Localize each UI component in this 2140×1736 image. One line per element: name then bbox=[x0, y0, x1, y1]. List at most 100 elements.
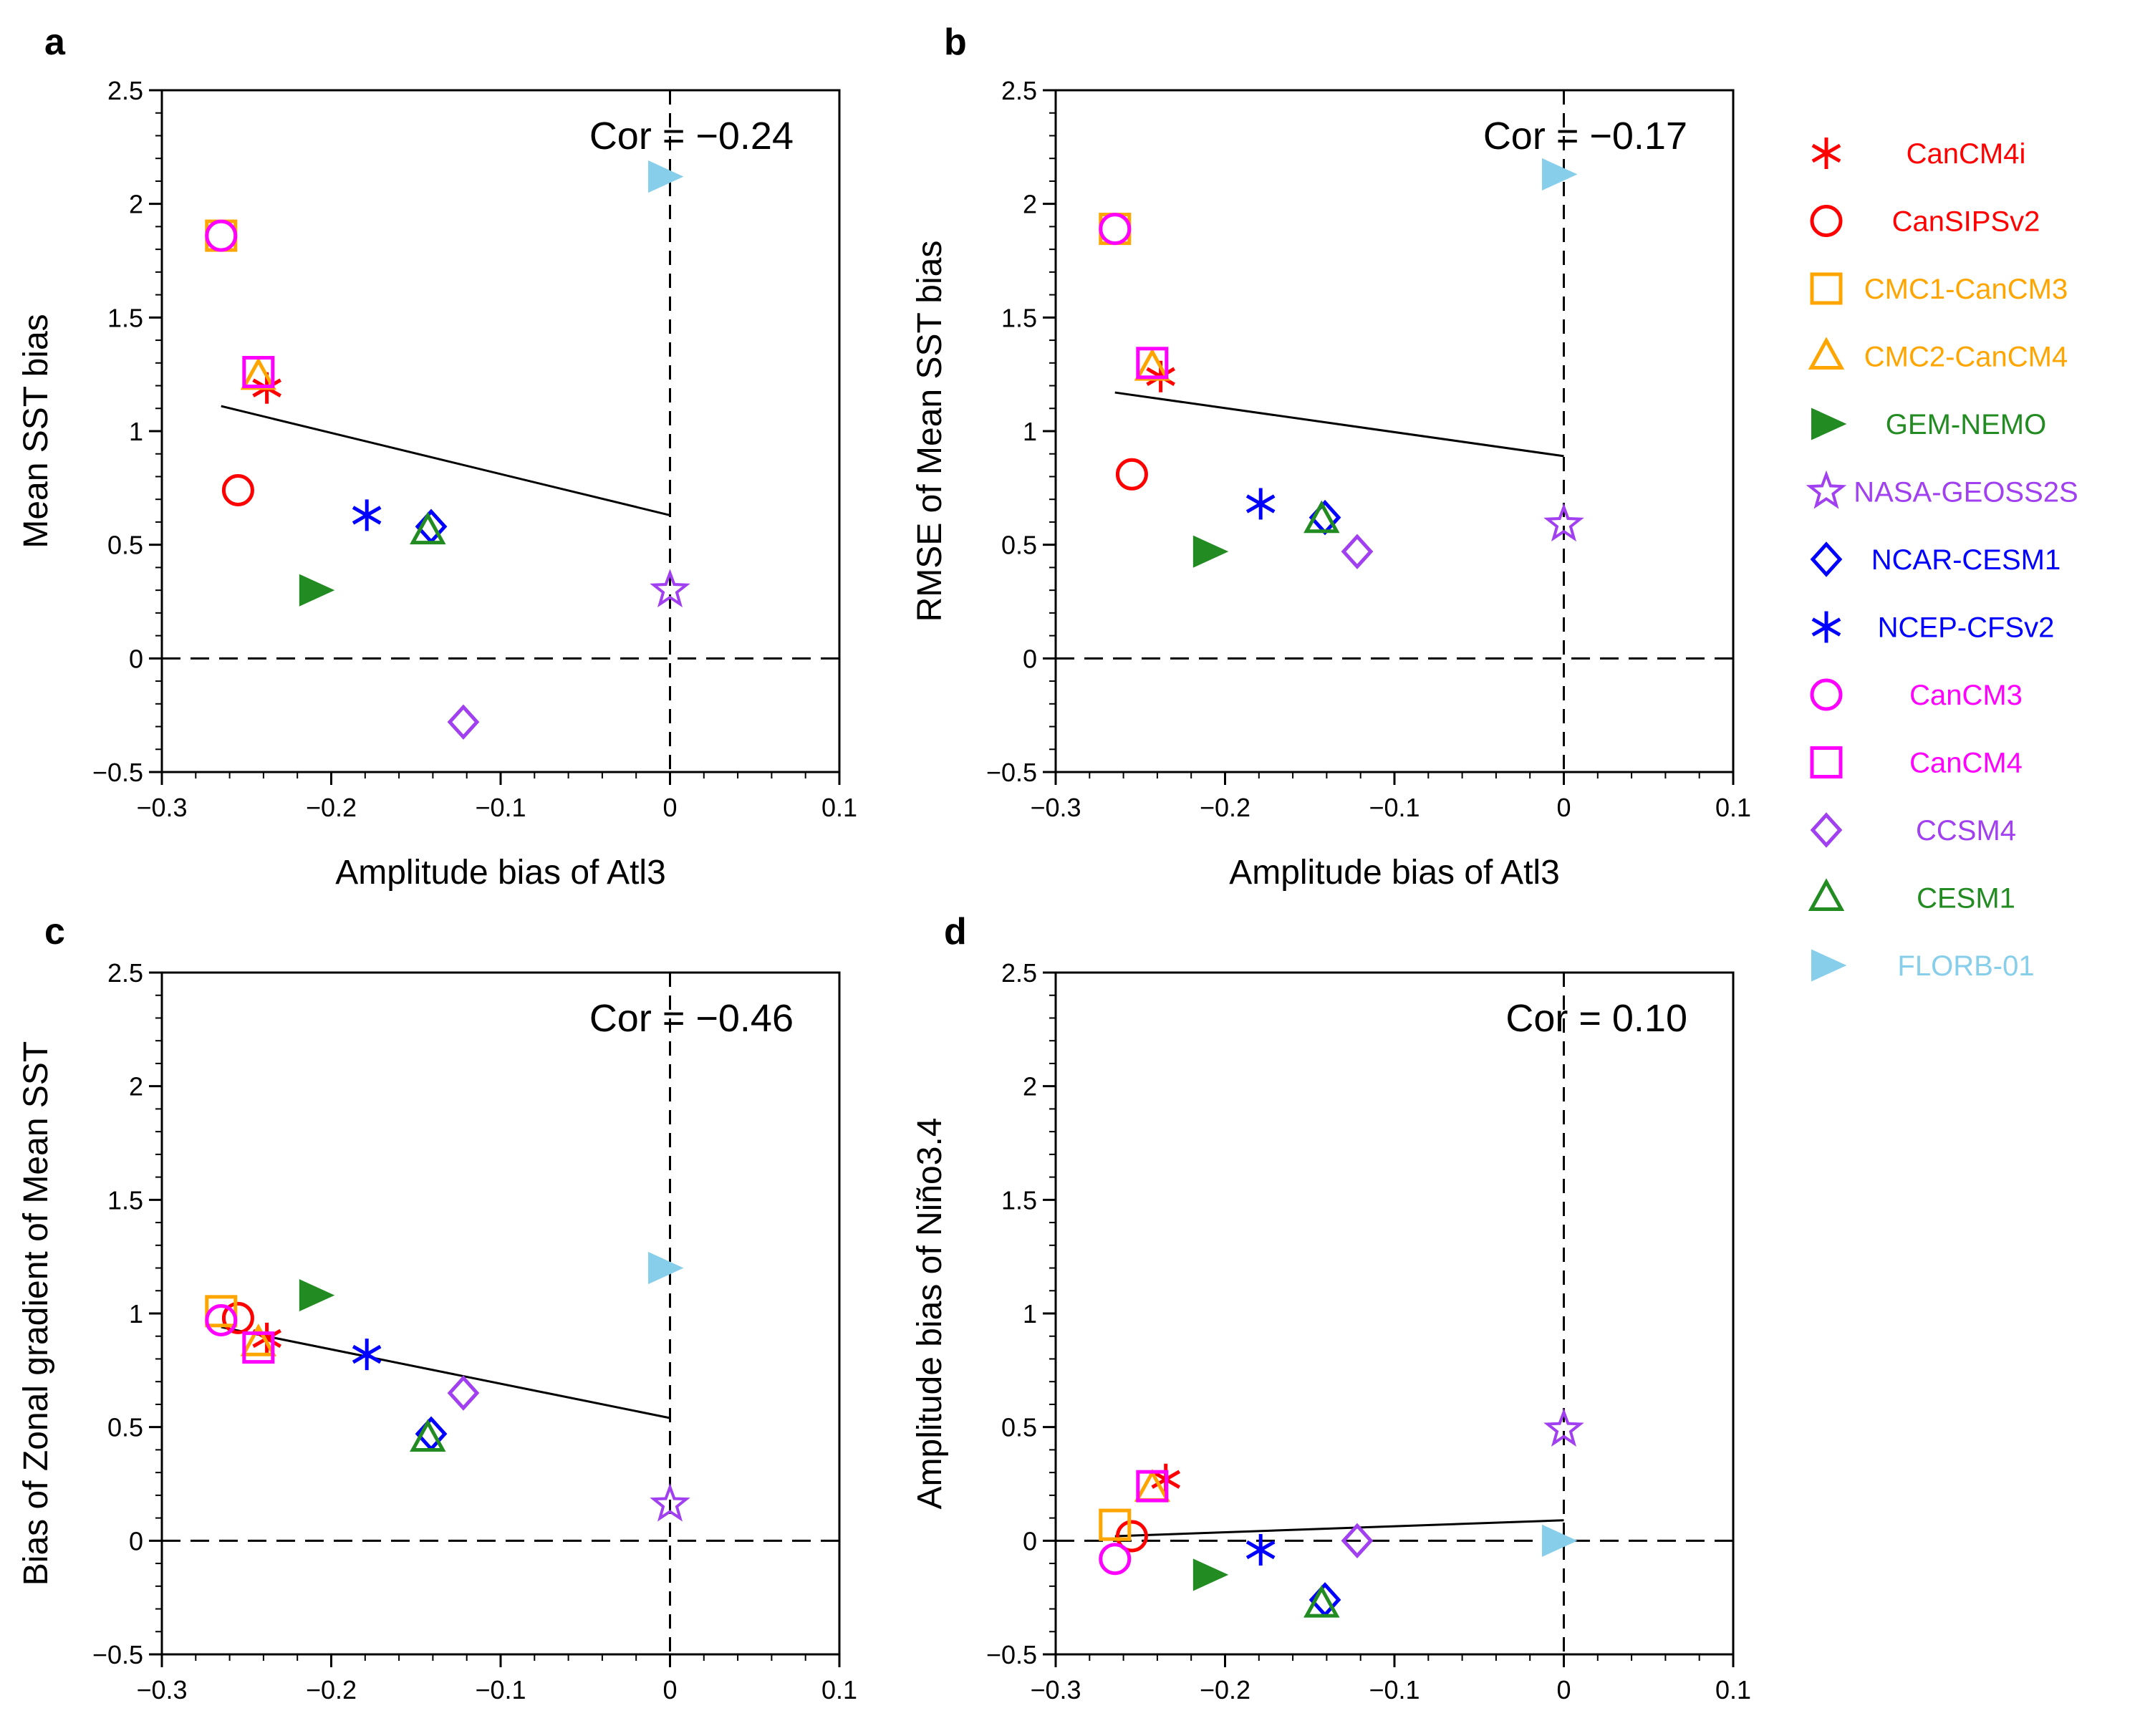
legend-marker-cancm4i bbox=[1811, 138, 1841, 169]
panel-c-x-tick-label: −0.2 bbox=[306, 1675, 357, 1704]
panel-b-y-tick-label: 2 bbox=[1023, 190, 1037, 219]
panel-c-point-ccsm4 bbox=[447, 1375, 480, 1411]
panel-b-point-cansipsv2 bbox=[1115, 458, 1148, 491]
panel-d-y-tick-label: 0 bbox=[1023, 1526, 1037, 1556]
panel-b-x-tick-label: 0 bbox=[1556, 793, 1571, 822]
panel-c-x-tick-label: −0.1 bbox=[475, 1675, 526, 1704]
panel-b-y-axis-label: RMSE of Mean SST bias bbox=[911, 241, 949, 622]
panel-d-point-cansipsv2 bbox=[1115, 1520, 1148, 1553]
panel-b-y-tick-label: 0.5 bbox=[1001, 531, 1037, 560]
panel-b-point-florb-01 bbox=[1542, 158, 1578, 191]
panel-c-point-ncep-cfsv2 bbox=[352, 1339, 382, 1371]
panel-a-y-tick-label: 1.5 bbox=[107, 303, 143, 332]
panel-c-point-gem-nemo bbox=[299, 1279, 335, 1312]
panel-c-x-tick-label: 0 bbox=[662, 1675, 677, 1704]
panel-a-y-tick-label: 2.5 bbox=[107, 76, 143, 105]
panel-a-point-florb-01 bbox=[648, 160, 684, 193]
legend-label-florb-01: FLORB-01 bbox=[1897, 950, 2034, 982]
panel-c-point-cancm3 bbox=[205, 1304, 238, 1337]
panel-c-x-tick-label: −0.3 bbox=[136, 1675, 187, 1704]
panel-b-y-tick-label: 1 bbox=[1023, 417, 1037, 446]
panel-c: −0.3 −0.2 −0.1 0 0.1 −0.5 0 0.5 1 1.5 2 2.5 Bias of … bbox=[17, 958, 857, 1704]
panel-a-point-gem-nemo bbox=[299, 574, 335, 607]
panel-b-point-cancm4 bbox=[1136, 347, 1169, 380]
panel-c-y-tick-label: 1 bbox=[129, 1299, 143, 1328]
panel-d-plot-frame bbox=[1054, 971, 1735, 1656]
legend-marker-ncep-cfsv2 bbox=[1811, 611, 1841, 643]
panel-d-y-tick-label: −0.5 bbox=[986, 1640, 1037, 1669]
panel-a-y-tick-label: 1 bbox=[129, 417, 143, 446]
panel-d-x-tick-label: −0.2 bbox=[1200, 1675, 1250, 1704]
panel-a-y-axis-label: Mean SST bias bbox=[17, 314, 55, 548]
panel-a-x-tick-label: −0.1 bbox=[475, 793, 526, 822]
panel-b-cor-annotation: Cor = −0.17 bbox=[1483, 115, 1687, 158]
legend-marker-ncar-cesm1 bbox=[1810, 541, 1843, 577]
panel-c-cor-annotation: Cor = −0.46 bbox=[589, 997, 794, 1040]
panel-a-x-tick-label: 0 bbox=[662, 793, 677, 822]
legend-label-cancm4: CanCM4 bbox=[1909, 748, 2023, 779]
panel-b-point-cesm1 bbox=[1303, 500, 1340, 534]
panel-d-point-florb-01 bbox=[1542, 1524, 1578, 1557]
panel-b-x-tick-label: −0.1 bbox=[1369, 793, 1420, 822]
legend-label-cancm4i: CanCM4i bbox=[1907, 138, 2026, 170]
panel-d-y-tick-label: 2.5 bbox=[1001, 958, 1037, 988]
panel-b-point-cancm3 bbox=[1099, 213, 1132, 246]
panel-b-y-tick-label: 1.5 bbox=[1001, 303, 1037, 332]
panel-d-point-ncep-cfsv2 bbox=[1245, 1534, 1276, 1566]
panel-b: −0.3 −0.2 −0.1 0 0.1 −0.5 0 0.5 1 1.5 2 2.5 Amplitud… bbox=[911, 76, 1751, 892]
panel-letter-d: d bbox=[944, 911, 967, 953]
panel-c-point-florb-01 bbox=[648, 1251, 684, 1285]
legend-label-cancm3: CanCM3 bbox=[1909, 680, 2023, 711]
legend-label-cesm1: CESM1 bbox=[1917, 883, 2015, 915]
legend-label-ncar-cesm1: NCAR-CESM1 bbox=[1871, 544, 2061, 576]
panel-c-point-cansipsv2 bbox=[221, 1301, 254, 1334]
legend-marker-cesm1 bbox=[1808, 878, 1845, 911]
panel-c-point-nasa-geoss2s bbox=[650, 1482, 690, 1522]
panel-a-regression-line bbox=[221, 405, 670, 516]
panel-d-point-cmc1-cancm3 bbox=[1099, 1508, 1132, 1541]
panel-d: −0.3 −0.2 −0.1 0 0.1 −0.5 0 0.5 1 1.5 2 2.5 Amplitud… bbox=[911, 958, 1751, 1704]
legend-label-cmc2-cancm4: CMC2-CanCM4 bbox=[1864, 342, 2068, 373]
panel-b-x-tick-label: −0.2 bbox=[1200, 793, 1250, 822]
panel-a-x-axis-label: Amplitude bias of Atl3 bbox=[335, 854, 666, 892]
legend-label-cansipsv2: CanSIPSv2 bbox=[1892, 206, 2040, 238]
panel-d-y-tick-label: 1.5 bbox=[1001, 1185, 1037, 1215]
panel-a-x-tick-label: 0.1 bbox=[821, 793, 857, 822]
panel-c-regression-line bbox=[221, 1326, 670, 1419]
panel-a-y-tick-label: 2 bbox=[129, 190, 143, 219]
panel-c-point-cancm4 bbox=[242, 1331, 275, 1364]
legend-label-cmc1-cancm3: CMC1-CanCM3 bbox=[1864, 274, 2068, 305]
panel-d-x-tick-label: −0.1 bbox=[1369, 1675, 1420, 1704]
panel-a-y-tick-label: 0.5 bbox=[107, 531, 143, 560]
panel-d-x-tick-label: 0 bbox=[1556, 1675, 1571, 1704]
panel-b-regression-line bbox=[1114, 391, 1564, 458]
panel-c-point-cmc2-cancm4 bbox=[240, 1323, 277, 1356]
panel-b-y-tick-label: 2.5 bbox=[1001, 76, 1037, 105]
panel-d-x-tick-label: 0.1 bbox=[1715, 1675, 1751, 1704]
panel-letter-a: a bbox=[44, 21, 66, 63]
panel-a-point-cancm4 bbox=[242, 355, 275, 388]
panel-c-y-tick-label: 2.5 bbox=[107, 958, 143, 988]
panel-a-point-cansipsv2 bbox=[221, 474, 254, 507]
panel-a-point-cesm1 bbox=[410, 511, 446, 545]
panel-letter-b: b bbox=[944, 21, 967, 63]
panel-a-x-tick-label: −0.2 bbox=[306, 793, 357, 822]
panel-d-x-tick-label: −0.3 bbox=[1030, 1675, 1081, 1704]
legend-marker-cancm3 bbox=[1810, 678, 1843, 711]
panel-c-y-tick-label: −0.5 bbox=[92, 1640, 143, 1669]
legend-marker-cansipsv2 bbox=[1810, 205, 1843, 237]
panel-c-plot-frame bbox=[160, 971, 841, 1656]
panel-c-y-tick-label: 0 bbox=[129, 1526, 143, 1556]
legend-label-ncep-cfsv2: NCEP-CFSv2 bbox=[1878, 612, 2055, 644]
panel-a-point-ccsm4 bbox=[447, 704, 480, 740]
panel-c-point-cmc1-cancm3 bbox=[205, 1295, 238, 1328]
panel-a-x-tick-label: −0.3 bbox=[136, 793, 187, 822]
legend-label-gem-nemo: GEM-NEMO bbox=[1886, 409, 2046, 440]
panel-c-y-tick-label: 2 bbox=[129, 1072, 143, 1101]
panel-d-point-cesm1 bbox=[1303, 1585, 1340, 1618]
panel-c-x-tick-label: 0.1 bbox=[821, 1675, 857, 1704]
panel-d-point-ccsm4 bbox=[1341, 1523, 1374, 1559]
panel-a-y-tick-label: −0.5 bbox=[92, 758, 143, 787]
legend-label-ccsm4: CCSM4 bbox=[1916, 815, 2016, 847]
